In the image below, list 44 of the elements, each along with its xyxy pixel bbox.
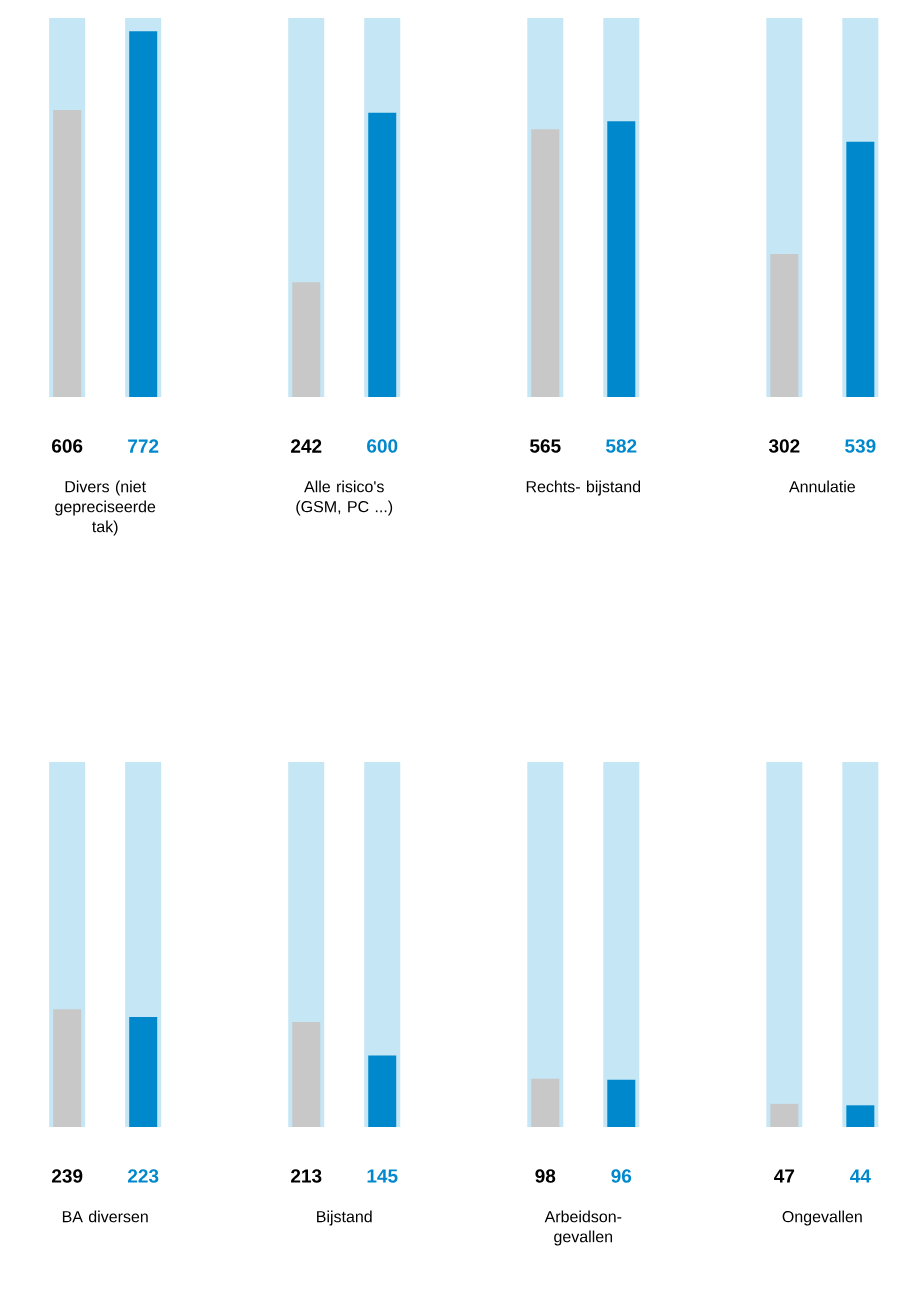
data-label: 96 (611, 1169, 632, 1183)
x-tick-label: Arbeidson- gevallen (544, 1210, 622, 1246)
bar (531, 1078, 560, 1128)
data-label: 98 (535, 1169, 556, 1183)
x-tick-label: Bijstand (317, 1210, 372, 1226)
bar (368, 1055, 397, 1128)
bar (292, 1021, 321, 1128)
bar (368, 112, 397, 398)
bar (292, 282, 321, 398)
x-tick-label: Ongevallen (782, 1210, 862, 1226)
data-label: 213 (291, 1169, 322, 1183)
data-label: 606 (52, 439, 83, 453)
bar (53, 109, 82, 398)
bar (842, 762, 879, 1128)
data-label: 302 (768, 439, 800, 453)
bar (129, 1017, 158, 1128)
x-tick-label: Rechts- bijstand (526, 480, 641, 496)
data-label: 239 (51, 1169, 83, 1183)
data-label: 47 (774, 1169, 795, 1183)
x-tick-label: BA diversen (62, 1210, 148, 1223)
x-tick-label: Alle risico's (GSM, PC ...) (296, 480, 393, 516)
x-tick-label: Divers (niet gepreciseerde tak) (55, 480, 156, 536)
data-label: 44 (850, 1169, 871, 1183)
bar (531, 129, 560, 398)
bar (53, 1009, 82, 1128)
bar (846, 1105, 875, 1128)
bar (527, 762, 564, 1128)
bar (766, 762, 803, 1128)
bar (603, 762, 640, 1128)
data-label: 772 (128, 439, 159, 453)
bar (607, 121, 636, 398)
data-label: 223 (127, 1169, 159, 1183)
x-tick-label: Annulatie (789, 480, 855, 493)
data-label: 242 (291, 439, 322, 453)
bar (846, 141, 875, 398)
data-label: 145 (367, 1169, 398, 1183)
bar (607, 1079, 636, 1128)
bar (770, 253, 799, 398)
data-label: 565 (530, 439, 561, 453)
bar (770, 1103, 799, 1128)
data-label: 582 (606, 439, 637, 453)
data-label: 600 (367, 439, 398, 453)
bar (129, 31, 158, 398)
data-label: 539 (845, 439, 876, 453)
